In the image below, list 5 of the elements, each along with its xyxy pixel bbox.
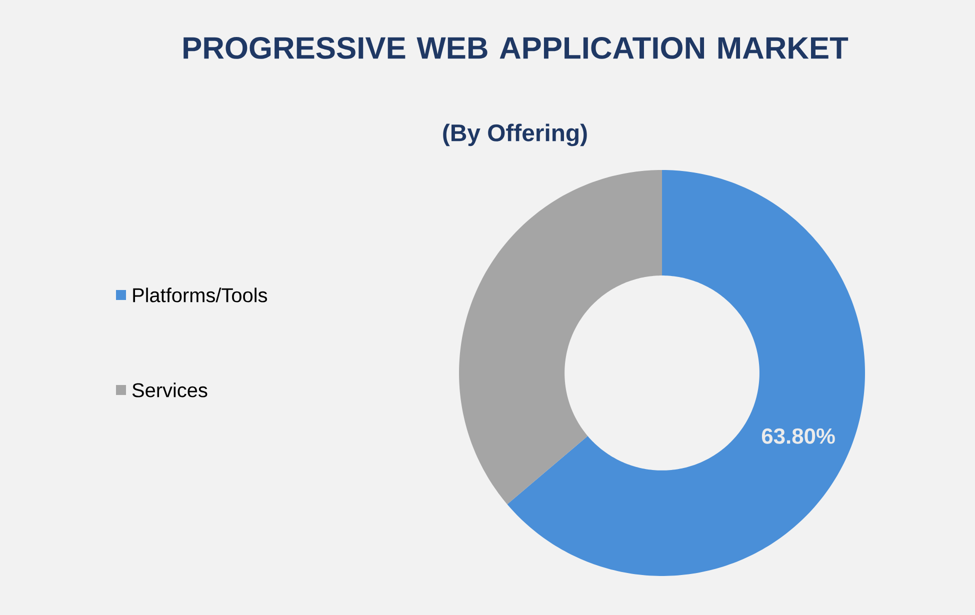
chart-subtitle: (By Offering) (443, 124, 587, 146)
legend-label: Services (132, 382, 208, 398)
chart-title: PROGRESSIVE WEB APPLICATION MARKET (184, 37, 848, 59)
data-label: 63.80% (762, 428, 835, 444)
legend-label: Platforms/Tools (133, 288, 268, 302)
